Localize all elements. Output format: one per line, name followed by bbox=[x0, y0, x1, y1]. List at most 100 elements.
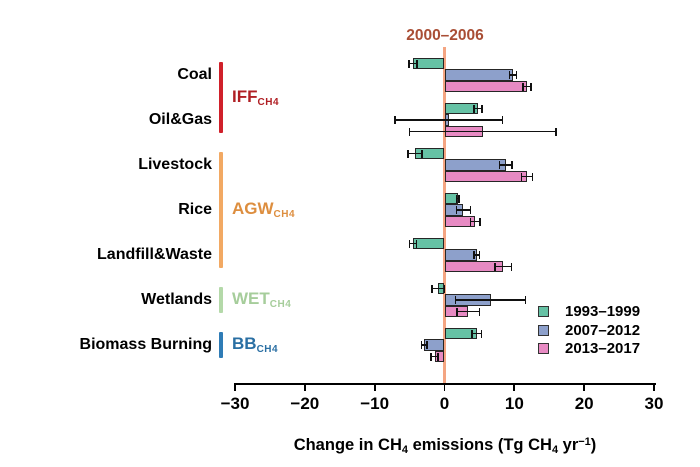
category-label: Livestock bbox=[138, 156, 212, 173]
error-bar bbox=[457, 310, 480, 313]
error-bar bbox=[394, 119, 503, 121]
error-bar bbox=[471, 332, 482, 335]
error-bar bbox=[431, 355, 439, 358]
x-tick-label: 10 bbox=[504, 394, 524, 413]
legend-item: 2007–2012 bbox=[538, 321, 658, 340]
error-bar bbox=[509, 74, 517, 76]
error-bar bbox=[473, 254, 480, 256]
error-bar-cap bbox=[515, 71, 518, 79]
error-bar-cap bbox=[408, 59, 410, 68]
error-bar-cap bbox=[481, 104, 483, 113]
x-axis-label-text: ) bbox=[590, 436, 597, 454]
error-bar-cap bbox=[454, 296, 457, 304]
legend-item: 2013–2017 bbox=[538, 341, 658, 358]
error-bar bbox=[473, 107, 483, 110]
error-bar-cap bbox=[510, 262, 513, 271]
error-bar bbox=[455, 299, 526, 301]
category-label: Coal bbox=[177, 66, 212, 83]
error-bar bbox=[470, 220, 481, 223]
reference-period-label: 2000–2006 bbox=[406, 27, 484, 44]
x-tick bbox=[303, 383, 306, 391]
group-label-subscript: CH4 bbox=[273, 209, 296, 220]
error-bar-cap bbox=[508, 71, 511, 79]
x-tick bbox=[373, 383, 376, 391]
x-tick-label: 20 bbox=[574, 394, 594, 413]
error-bar-cap bbox=[493, 262, 496, 271]
category-label: Wetlands bbox=[141, 291, 212, 308]
legend-swatch bbox=[538, 343, 549, 354]
x-axis-label: Change in CH4 emissions (Tg CH4 yr−1) bbox=[225, 436, 665, 456]
error-bar-cap bbox=[470, 329, 473, 338]
error-bar-cap bbox=[511, 161, 514, 169]
error-bar-cap bbox=[415, 239, 418, 248]
group-line-iff bbox=[219, 62, 223, 133]
error-bar-cap bbox=[407, 149, 409, 158]
error-bar-cap bbox=[478, 251, 481, 259]
group-label-iff: IFFCH4 bbox=[232, 87, 279, 113]
legend-swatch bbox=[538, 306, 549, 317]
group-line-wet bbox=[219, 287, 223, 313]
group-line-bb bbox=[219, 332, 223, 358]
group-label-text: WET bbox=[232, 289, 270, 308]
x-tick-label: −10 bbox=[360, 394, 390, 413]
error-bar-cap bbox=[420, 341, 423, 349]
group-label-agw: AGWCH4 bbox=[232, 199, 295, 225]
group-line-agw bbox=[219, 152, 223, 268]
error-bar-cap bbox=[501, 116, 504, 124]
error-bar-cap bbox=[408, 127, 411, 136]
error-bar-cap bbox=[437, 352, 439, 361]
x-tick-label: 30 bbox=[644, 394, 664, 413]
error-bar bbox=[408, 62, 418, 65]
x-tick bbox=[443, 383, 446, 391]
error-bar-cap bbox=[480, 329, 483, 338]
error-bar bbox=[421, 344, 428, 346]
error-bar-cap bbox=[394, 116, 396, 124]
error-bar-cap bbox=[458, 194, 460, 203]
error-bar-cap bbox=[416, 59, 419, 68]
error-bar bbox=[521, 175, 533, 178]
x-tick-label: −20 bbox=[290, 394, 320, 413]
group-label-subscript: CH4 bbox=[256, 344, 279, 355]
error-bar-cap bbox=[456, 307, 458, 316]
error-bar-cap bbox=[530, 82, 532, 91]
legend-swatch bbox=[538, 324, 549, 336]
x-axis-label-sub: 4 bbox=[401, 444, 408, 456]
group-label-subscript: CH4 bbox=[269, 299, 292, 310]
error-bar bbox=[409, 242, 417, 245]
bar-landfill-waste-1 bbox=[413, 237, 445, 250]
error-bar bbox=[408, 152, 423, 155]
bar-livestock-2 bbox=[444, 159, 506, 171]
x-tick-label: 0 bbox=[439, 394, 450, 413]
x-tick-label: −30 bbox=[220, 394, 250, 413]
error-bar-cap bbox=[498, 161, 501, 169]
group-label-text: IFF bbox=[232, 86, 258, 106]
legend-item: 1993–1999 bbox=[538, 304, 658, 321]
error-bar bbox=[494, 265, 512, 268]
error-bar-cap bbox=[531, 172, 534, 181]
legend-label: 1993–1999 bbox=[565, 303, 641, 320]
error-bar-cap bbox=[520, 172, 523, 181]
error-bar bbox=[499, 164, 513, 166]
error-bar-cap bbox=[469, 217, 472, 226]
error-bar-cap bbox=[408, 239, 411, 248]
legend-label: 2007–2012 bbox=[565, 321, 641, 339]
x-tick bbox=[653, 383, 655, 391]
x-axis-label-sub: 4 bbox=[551, 444, 559, 456]
category-label: Rice bbox=[178, 201, 212, 218]
bar-landfill-waste-2 bbox=[444, 249, 477, 261]
group-label-bb: BBCH4 bbox=[232, 334, 278, 360]
error-bar bbox=[456, 209, 471, 211]
group-label-subscript: CH4 bbox=[257, 96, 280, 108]
group-label-text: AGW bbox=[232, 199, 274, 218]
x-axis-label-text: yr bbox=[558, 436, 579, 454]
category-label: Landfill&Waste bbox=[97, 246, 212, 263]
group-label-wet: WETCH4 bbox=[232, 289, 291, 315]
error-bar-cap bbox=[478, 307, 481, 316]
error-bar-cap bbox=[555, 127, 558, 136]
x-axis-label-sup: −1 bbox=[578, 436, 591, 448]
error-bar-cap bbox=[430, 352, 433, 361]
x-tick bbox=[513, 383, 516, 391]
legend-label: 2013–2017 bbox=[565, 340, 641, 357]
error-bar-cap bbox=[473, 251, 475, 259]
